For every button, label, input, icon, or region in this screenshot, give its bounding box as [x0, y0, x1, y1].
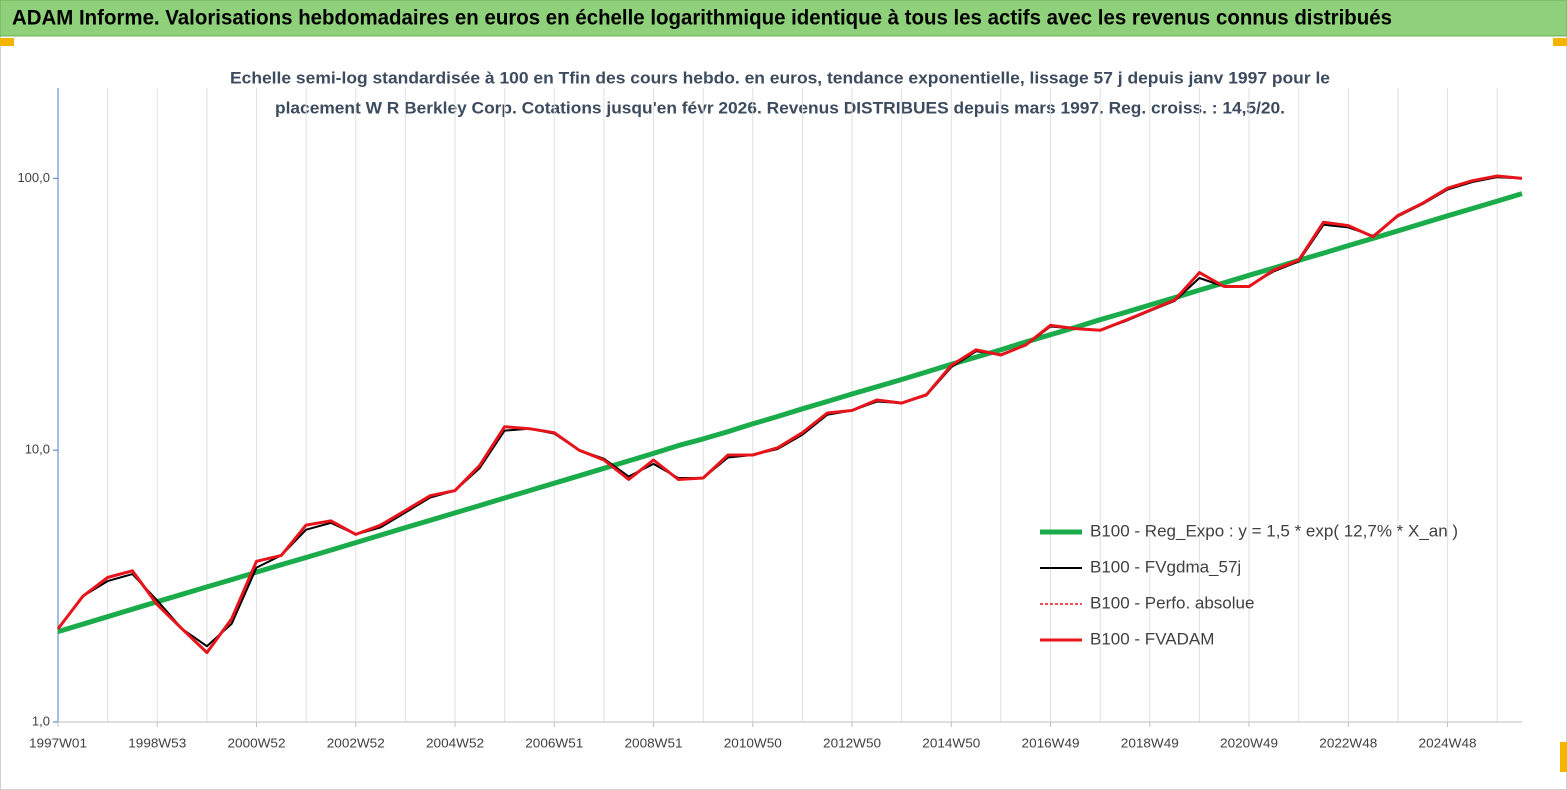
chart-subtitle: placement W R Berkley Corp. Cotations ju… [275, 98, 1285, 117]
corner-mark [1560, 742, 1567, 772]
legend-label: B100 - Perfo. absolue [1090, 593, 1254, 612]
x-tick-label: 2010W50 [724, 735, 782, 750]
y-tick-label: 10,0 [25, 442, 50, 457]
x-tick-label: 2018W49 [1121, 735, 1179, 750]
series-line [57, 191, 1523, 634]
legend: B100 - Reg_Expo : y = 1,5 * exp( 12,7% *… [1040, 521, 1458, 648]
x-tick-label: 2016W49 [1022, 735, 1080, 750]
corner-mark [1553, 38, 1567, 46]
legend-label: B100 - Reg_Expo : y = 1,5 * exp( 12,7% *… [1090, 521, 1458, 540]
x-tick-label: 2008W51 [625, 735, 683, 750]
x-tick-label: 2004W52 [426, 735, 484, 750]
chart-subtitle: Echelle semi-log standardisée à 100 en T… [230, 68, 1330, 87]
plot [56, 174, 1523, 655]
legend-label: B100 - FVgdma_57j [1090, 557, 1241, 576]
y-tick-label: 1,0 [32, 713, 50, 728]
x-tick-label: 2020W49 [1220, 735, 1278, 750]
x-tick-label: 2002W52 [327, 735, 385, 750]
x-tick-label: 1997W01 [29, 735, 87, 750]
y-tick-label: 100,0 [17, 170, 50, 185]
x-tick-label: 2022W48 [1319, 735, 1377, 750]
x-tick-label: 1998W53 [128, 735, 186, 750]
header-bar [0, 0, 1567, 37]
chart-title: ADAM Informe. Valorisations hebdomadaire… [12, 7, 1392, 30]
x-tick-label: 2006W51 [525, 735, 583, 750]
legend-label: B100 - FVADAM [1090, 629, 1214, 648]
corner-mark [0, 38, 14, 46]
x-tick-label: 2012W50 [823, 735, 881, 750]
x-tick-label: 2024W48 [1419, 735, 1477, 750]
series-line [56, 174, 1523, 655]
x-tick-label: 2000W52 [228, 735, 286, 750]
x-tick-label: 2014W50 [922, 735, 980, 750]
